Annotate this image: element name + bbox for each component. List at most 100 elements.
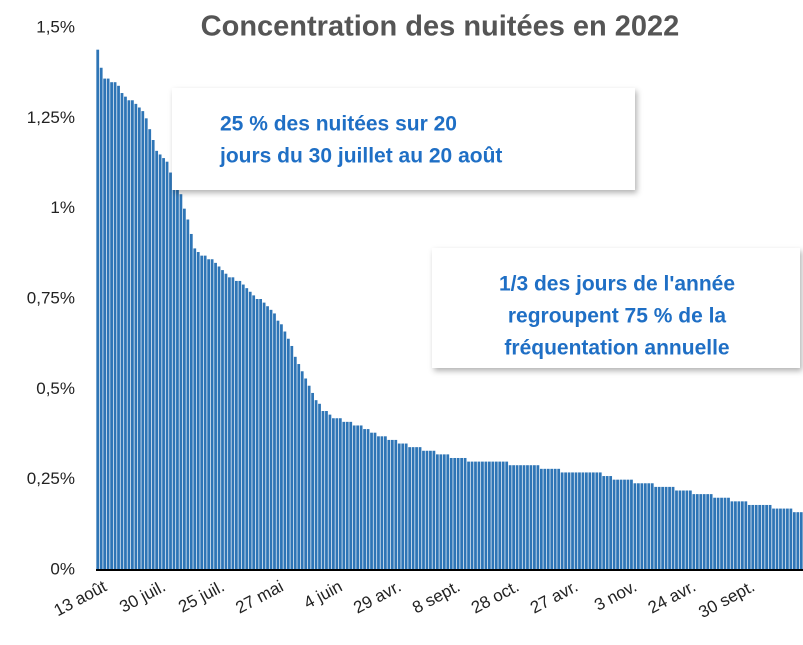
bar	[796, 512, 800, 570]
bar	[321, 411, 325, 570]
bar	[467, 461, 470, 570]
x-tick-label: 30 juil.	[116, 577, 168, 617]
bar	[290, 345, 294, 570]
bar	[224, 273, 228, 570]
x-tick-label: 24 avr.	[645, 577, 699, 618]
bar	[182, 208, 186, 570]
bar	[304, 378, 308, 570]
bar	[623, 479, 626, 570]
bar	[377, 436, 380, 570]
bar	[640, 483, 644, 570]
bar	[477, 461, 481, 570]
bar	[713, 497, 717, 570]
bar	[311, 392, 314, 570]
bar	[314, 400, 318, 570]
bar	[422, 450, 425, 570]
bar	[124, 96, 127, 571]
bar	[647, 483, 651, 570]
bar	[463, 457, 467, 570]
bar	[262, 302, 266, 570]
y-tick-label: 0%	[50, 559, 75, 578]
bar	[342, 421, 346, 570]
bar	[99, 67, 103, 570]
bar	[280, 324, 283, 570]
chart-title: Concentration des nuitées en 2022	[201, 11, 680, 43]
bar	[661, 486, 665, 570]
bar	[720, 497, 723, 570]
bar	[695, 494, 699, 570]
bar	[682, 490, 685, 570]
bar	[131, 100, 134, 571]
bar	[612, 479, 616, 570]
bar	[366, 429, 370, 570]
bar	[758, 504, 762, 570]
bar	[650, 483, 654, 570]
annotation-text: 25 % des nuitées sur 20	[220, 113, 457, 136]
bar	[328, 414, 332, 570]
bar	[141, 111, 145, 571]
bar	[557, 468, 561, 570]
bar	[252, 295, 256, 570]
bar	[740, 501, 744, 570]
bar	[799, 512, 803, 570]
bar	[179, 194, 183, 571]
y-tick-label: 1%	[50, 198, 75, 217]
bar	[571, 472, 574, 570]
annotation-box	[172, 88, 635, 190]
bar	[633, 483, 637, 570]
bar	[786, 508, 789, 570]
bar	[401, 443, 405, 570]
bar	[747, 504, 751, 570]
bar	[266, 306, 269, 570]
bar	[685, 490, 689, 570]
bar	[307, 385, 311, 570]
x-tick-label: 13 août	[51, 577, 110, 621]
bar	[789, 508, 793, 570]
bar	[730, 501, 734, 570]
bar	[588, 472, 592, 570]
bar	[772, 508, 775, 570]
bar	[345, 421, 349, 570]
bar	[734, 501, 737, 570]
bar	[657, 486, 661, 570]
bar	[626, 479, 630, 570]
bar	[654, 486, 658, 570]
bar	[636, 483, 640, 570]
bar	[675, 490, 678, 570]
bar	[435, 454, 439, 570]
bar	[245, 288, 249, 570]
bar	[106, 78, 110, 570]
bar	[529, 465, 533, 570]
bar	[248, 291, 252, 570]
bar	[196, 252, 200, 570]
bar	[203, 255, 207, 570]
bar	[581, 472, 585, 570]
bar	[598, 472, 602, 570]
bar	[494, 461, 498, 570]
bar	[165, 161, 169, 570]
bar	[415, 447, 418, 570]
bar	[602, 476, 606, 570]
bar	[754, 504, 758, 570]
bar	[120, 93, 124, 570]
bar	[134, 103, 138, 570]
bar	[591, 472, 595, 570]
bar	[751, 504, 755, 570]
bar	[481, 461, 484, 570]
y-tick-label: 0,75%	[27, 288, 75, 307]
bar	[595, 472, 599, 570]
bar	[765, 504, 768, 570]
y-tick-label: 1,25%	[27, 108, 75, 127]
bar	[217, 266, 221, 570]
bar	[162, 158, 165, 570]
bar	[564, 472, 567, 570]
bar	[446, 454, 450, 570]
bar	[228, 277, 231, 570]
y-tick-label: 1,5%	[36, 17, 75, 36]
bar	[255, 299, 259, 570]
bar	[387, 439, 391, 570]
bar	[737, 501, 741, 570]
bar	[505, 461, 509, 570]
x-tick-label: 29 avr.	[350, 577, 404, 618]
bar	[533, 465, 536, 570]
